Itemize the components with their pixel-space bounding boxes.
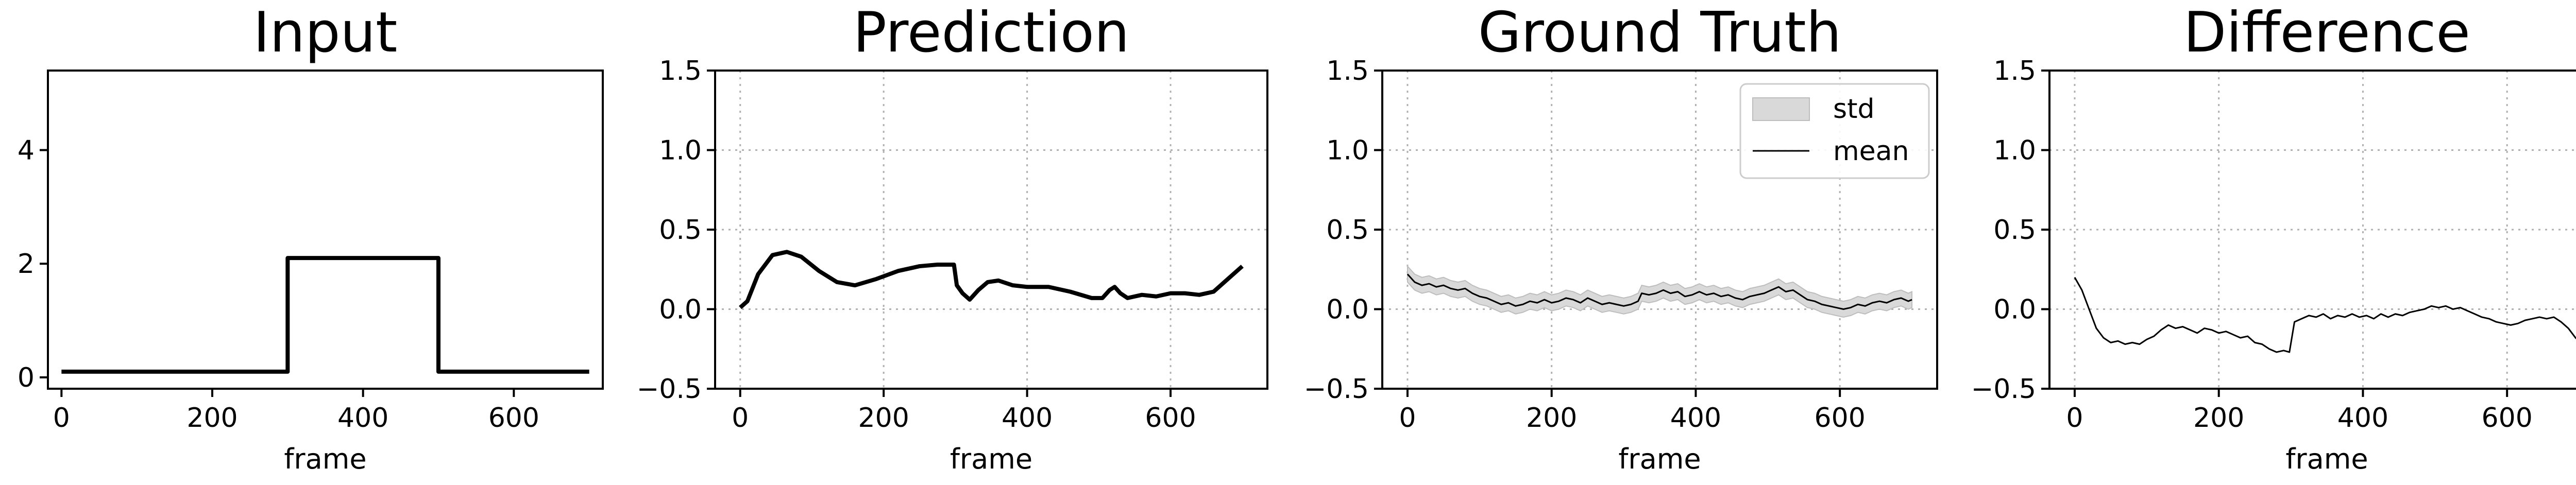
y-tick-label: 2 xyxy=(18,249,35,280)
x-tick-label: 0 xyxy=(2066,403,2083,434)
series-line-mean xyxy=(1406,273,1912,310)
y-tick-label: 1.0 xyxy=(659,135,702,166)
series-line-1 xyxy=(61,256,589,374)
x-tick-label: 200 xyxy=(858,403,909,434)
series-line-1 xyxy=(739,250,1244,309)
x-axis-label: frame xyxy=(2285,443,2368,475)
x-tick-label: 200 xyxy=(1526,403,1577,434)
x-tick-label: 0 xyxy=(1399,403,1416,434)
chart-panel-2: 0 200 400 600 −0.5 0.0 0.5 1.0 1.5 Prediction fram… xyxy=(637,1,1268,475)
x-tick-label: 600 xyxy=(1815,403,1866,434)
x-tick-label: 600 xyxy=(1145,403,1196,434)
x-tick-label: 0 xyxy=(732,403,749,434)
y-tick-label: 1.5 xyxy=(1326,56,1369,86)
x-tick-label: 400 xyxy=(1670,403,1721,434)
y-tick-label: 0.5 xyxy=(1326,215,1369,246)
legend-swatch-std xyxy=(1752,97,1810,121)
x-tick-label: 600 xyxy=(488,403,539,434)
y-tick-label: 1.5 xyxy=(1993,56,2036,86)
chart-title: Difference xyxy=(2183,1,2470,65)
y-tick-label: 0.5 xyxy=(659,215,702,246)
y-tick-label: 0.0 xyxy=(1993,295,2036,325)
y-tick-label: 1.0 xyxy=(1326,135,1369,166)
chart-panel-4: 0 200 400 600 −0.5 0.0 0.5 1.0 1.5 Difference fram… xyxy=(1971,1,2576,475)
x-axis-label: frame xyxy=(950,443,1032,475)
y-tick-label: 0.5 xyxy=(1993,215,2036,246)
chart-title: Input xyxy=(253,1,398,65)
y-tick-label: 1.5 xyxy=(659,56,702,86)
chart-panel-1: 0 200 400 600 0 2 4 Input frame xyxy=(18,1,604,475)
y-tick-label: −0.5 xyxy=(637,374,702,405)
chart-title: Prediction xyxy=(853,1,1130,65)
y-tick-label: 0.0 xyxy=(1326,295,1369,325)
legend-label-std: std xyxy=(1833,94,1875,125)
x-tick-label: 400 xyxy=(1002,403,1053,434)
x-tick-label: 200 xyxy=(2193,403,2244,434)
chart-panel-3: 0 200 400 600 −0.5 0.0 0.5 1.0 1.5 Ground Truth fr… xyxy=(1304,1,1938,475)
y-tick-label: 0.0 xyxy=(659,295,702,325)
legend-label-mean: mean xyxy=(1833,136,1909,167)
x-axis-label: frame xyxy=(1618,443,1701,475)
x-tick-label: 0 xyxy=(53,403,70,434)
chart-title: Ground Truth xyxy=(1478,1,1841,65)
x-tick-label: 200 xyxy=(187,403,238,434)
y-tick-label: 4 xyxy=(18,135,35,166)
series-line-1 xyxy=(2074,276,2576,353)
y-tick-label: −0.5 xyxy=(1304,374,1369,405)
y-tick-label: −0.5 xyxy=(1971,374,2036,405)
y-tick-label: 1.0 xyxy=(1993,135,2036,166)
x-axis-label: frame xyxy=(284,443,366,475)
legend: std mean xyxy=(1739,83,1930,179)
x-tick-label: 400 xyxy=(337,403,388,434)
x-tick-label: 400 xyxy=(2337,403,2388,434)
axes-frame xyxy=(47,70,604,390)
y-tick-label: 0 xyxy=(18,362,35,393)
x-tick-label: 600 xyxy=(2482,403,2533,434)
